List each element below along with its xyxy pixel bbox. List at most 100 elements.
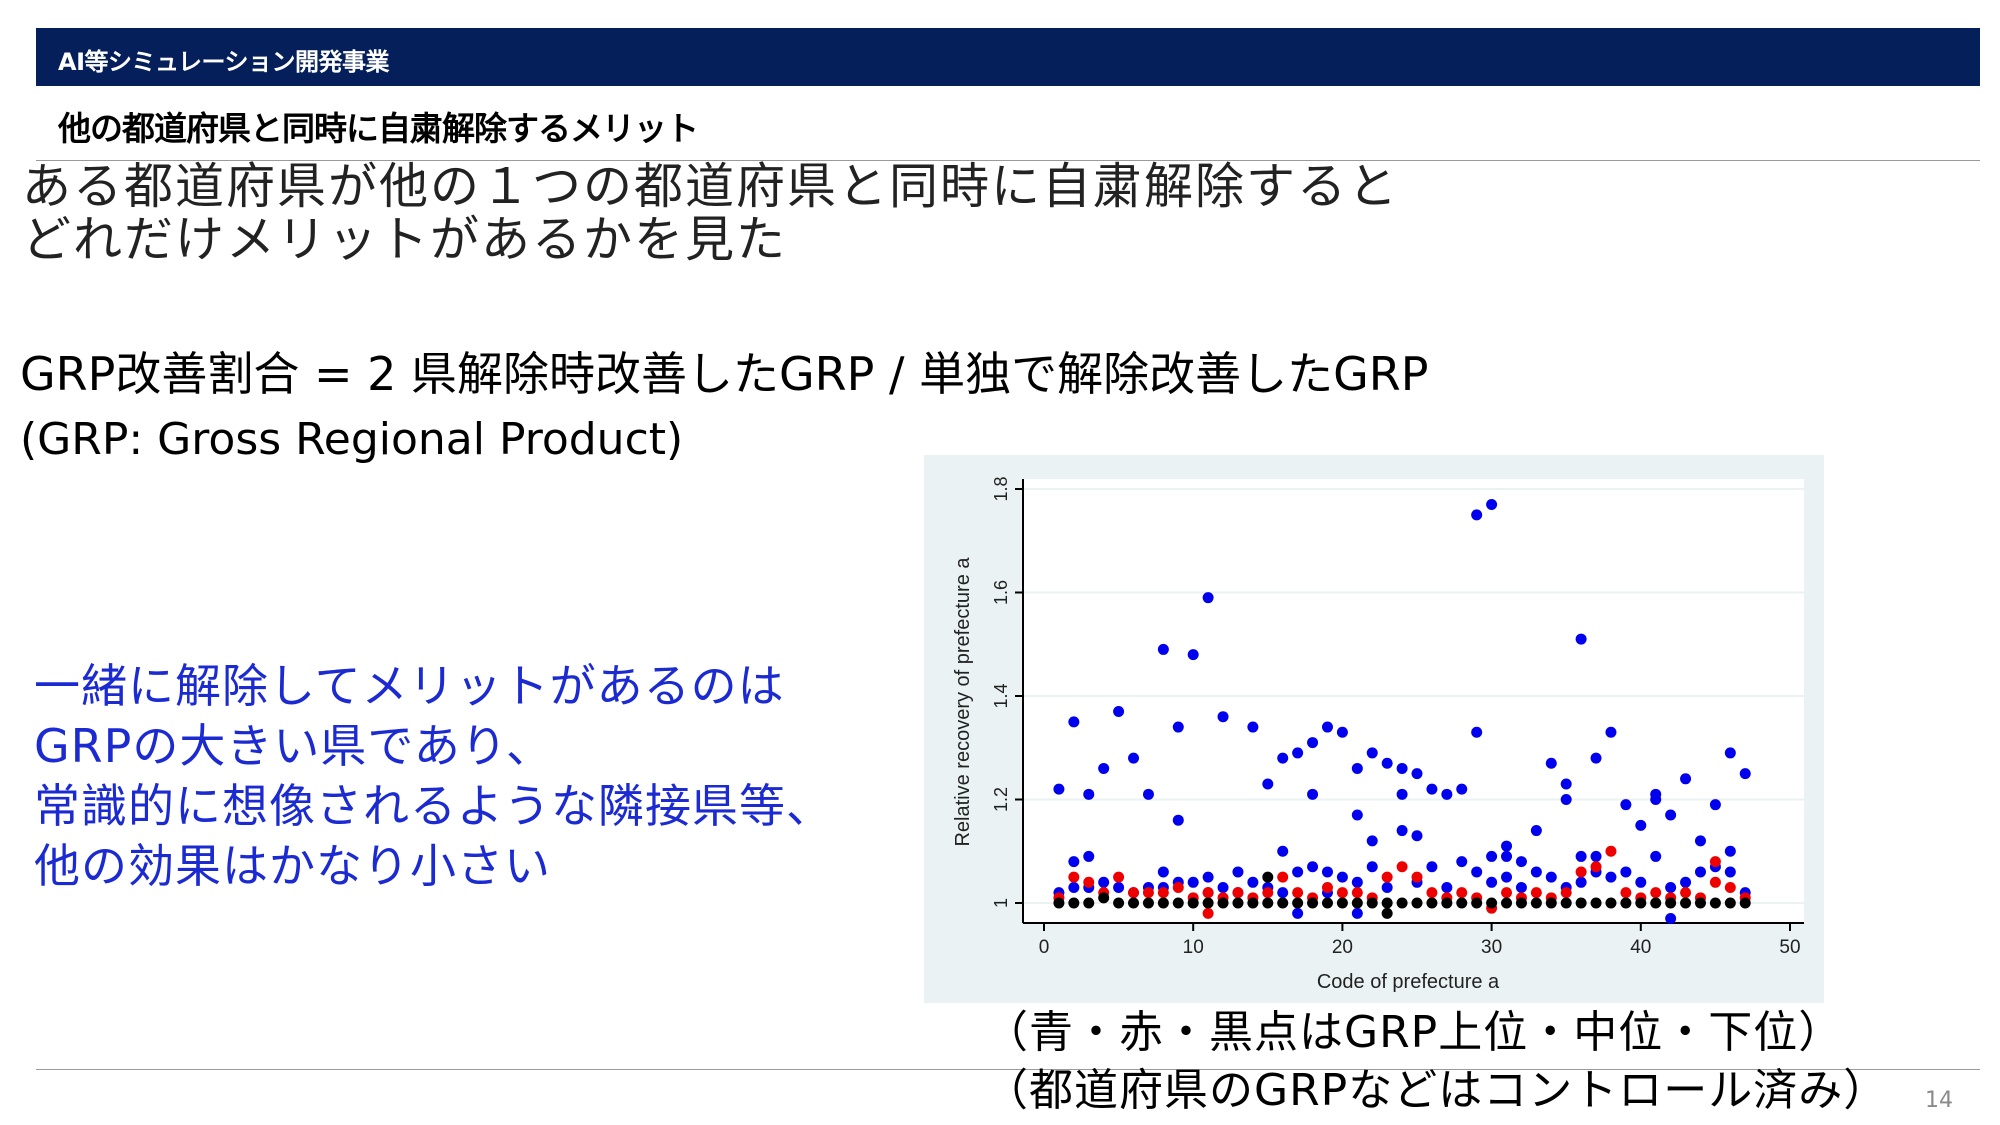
data-point: [1396, 788, 1408, 800]
conclusion-line-1: 一緒に解除してメリットがあるのは: [34, 659, 785, 713]
data-point: [1113, 871, 1125, 883]
data-point: [1650, 897, 1662, 909]
bottom-divider: [36, 1069, 1980, 1070]
data-point: [1068, 881, 1080, 893]
intro-line-1: ある都道府県が他の１つの都道府県と同時に自粛解除すると: [22, 158, 1400, 215]
data-point: [1501, 887, 1513, 899]
data-point: [1590, 752, 1602, 764]
data-point: [1694, 835, 1706, 847]
data-point: [1575, 876, 1587, 888]
data-point: [1068, 716, 1080, 728]
data-point: [1321, 881, 1333, 893]
data-point: [1515, 856, 1527, 868]
data-point: [1307, 861, 1319, 873]
data-point: [1665, 809, 1677, 821]
data-point: [1157, 643, 1169, 655]
y-tick-label: 1.8: [991, 476, 1011, 501]
data-point: [1247, 721, 1259, 733]
data-point: [1083, 897, 1095, 909]
data-point: [1172, 814, 1184, 826]
data-point: [1187, 876, 1199, 888]
data-point: [1202, 907, 1214, 919]
y-tick-label: 1: [991, 898, 1011, 908]
data-point: [1665, 881, 1677, 893]
data-point: [1262, 887, 1274, 899]
data-point: [1128, 752, 1140, 764]
data-point: [1128, 887, 1140, 899]
data-point: [1635, 819, 1647, 831]
data-point: [1575, 633, 1587, 645]
note-line-1: （青・赤・黒点はGRP上位・中位・下位）: [984, 1007, 1844, 1058]
data-point: [1068, 856, 1080, 868]
data-point: [1396, 897, 1408, 909]
data-point: [1217, 897, 1229, 909]
header-bar: AI等シミュレーション開発事業: [36, 28, 1980, 86]
data-point: [1709, 876, 1721, 888]
data-point: [1321, 897, 1333, 909]
data-point: [1560, 778, 1572, 790]
series-2: [1053, 871, 1751, 919]
data-point: [1172, 897, 1184, 909]
data-point: [1456, 897, 1468, 909]
data-point: [1709, 799, 1721, 811]
data-point: [1202, 871, 1214, 883]
top-divider: [36, 160, 1980, 161]
data-point: [1560, 794, 1572, 805]
data-point: [1336, 871, 1348, 883]
data-point: [1202, 887, 1214, 899]
data-point: [1113, 706, 1125, 718]
data-point: [1724, 897, 1736, 909]
data-point: [1486, 876, 1498, 888]
data-point: [1650, 794, 1662, 805]
data-point: [1620, 866, 1632, 878]
data-point: [1515, 897, 1527, 909]
data-point: [1351, 762, 1363, 774]
data-point: [1292, 866, 1304, 878]
data-point: [1605, 726, 1617, 738]
data-point: [1441, 881, 1453, 893]
data-point: [1068, 871, 1080, 883]
data-point: [1292, 907, 1304, 919]
data-point: [1083, 850, 1095, 862]
data-point: [1068, 897, 1080, 909]
data-point: [1426, 887, 1438, 899]
data-point: [1560, 887, 1572, 899]
data-point: [1113, 897, 1125, 909]
data-point: [1411, 768, 1423, 780]
data-point: [1292, 747, 1304, 759]
data-point: [1381, 897, 1393, 909]
data-point: [1545, 871, 1557, 883]
data-point: [1620, 887, 1632, 899]
data-point: [1456, 856, 1468, 868]
x-tick-label: 20: [1332, 937, 1353, 958]
data-point: [1665, 913, 1677, 925]
data-point: [1366, 897, 1378, 909]
data-point: [1471, 509, 1483, 521]
data-point: [1307, 897, 1319, 909]
data-point: [1590, 850, 1602, 862]
grp-definition: (GRP: Gross Regional Product): [20, 414, 684, 465]
data-point: [1336, 887, 1348, 899]
data-point: [1128, 897, 1140, 909]
data-point: [1277, 897, 1289, 909]
data-point: [1530, 887, 1542, 899]
data-point: [1053, 783, 1065, 795]
data-point: [1650, 850, 1662, 862]
x-tick-label: 0: [1039, 937, 1050, 958]
intro-line-2: どれだけメリットがあるかを見た: [22, 211, 788, 268]
data-point: [1590, 897, 1602, 909]
data-point: [1709, 897, 1721, 909]
note-line-2: （都道府県のGRPなどはコントロール済み）: [984, 1065, 1889, 1116]
data-point: [1635, 897, 1647, 909]
conclusion-line-3: 常識的に想像されるような隣接県等、: [34, 779, 833, 833]
data-point: [1530, 897, 1542, 909]
y-tick-label: 1.4: [991, 683, 1011, 708]
header-title: AI等シミュレーション開発事業: [58, 48, 390, 76]
data-point: [1426, 897, 1438, 909]
data-point: [1157, 887, 1169, 899]
data-point: [1277, 752, 1289, 764]
data-point: [1471, 897, 1483, 909]
data-point: [1157, 897, 1169, 909]
data-point: [1083, 788, 1095, 800]
data-point: [1083, 876, 1095, 888]
